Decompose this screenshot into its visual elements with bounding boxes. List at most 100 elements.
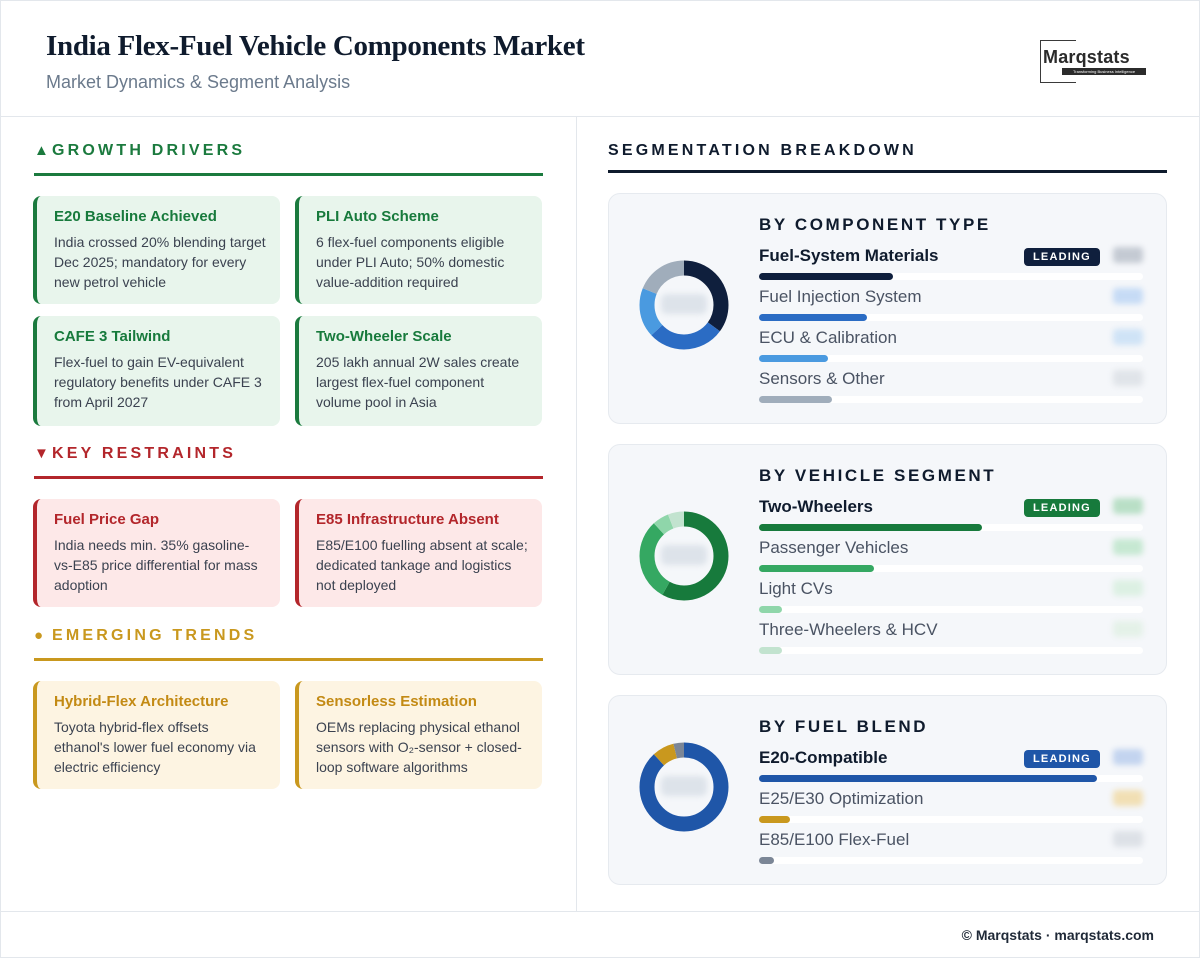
- logo-tagline: Transforming Business Intelligence: [1062, 68, 1146, 75]
- segment-track: [759, 524, 1143, 531]
- donut-slice: [639, 511, 729, 601]
- segment-value: [1113, 831, 1143, 847]
- donut-chart: [639, 742, 729, 837]
- donut-slice: [639, 260, 729, 350]
- segment-track: [759, 857, 1143, 864]
- logo-frame: [1040, 40, 1076, 83]
- donut-slice: [639, 511, 729, 601]
- card-title: CAFE 3 Tailwind: [54, 328, 171, 345]
- footer-credit: © Marqstats · marqstats.com: [961, 927, 1154, 943]
- segment-track: [759, 816, 1143, 823]
- circle-icon: ●: [34, 627, 44, 644]
- segment-label: Fuel-System Materials: [759, 246, 939, 265]
- segmentation-heading: SEGMENTATION BREAKDOWN: [608, 142, 917, 159]
- key-restraints-heading-text: KEY RESTRAINTS: [52, 445, 237, 462]
- card-body: 6 flex-fuel components eligible under PL…: [316, 234, 505, 290]
- column-divider: [576, 117, 577, 912]
- segment-track: [759, 565, 1143, 572]
- footer: © Marqstats · marqstats.com: [0, 911, 1200, 958]
- segment-fill: [759, 314, 867, 321]
- key-restraints-heading: ▼ KEY RESTRAINTS: [34, 445, 543, 463]
- segment-track: [759, 314, 1143, 321]
- segment-fill: [759, 355, 829, 362]
- segment-value: [1113, 790, 1143, 806]
- segment-track: [759, 647, 1143, 654]
- segment-value: [1113, 539, 1143, 555]
- donut-svg: [639, 742, 729, 832]
- component-type-panel: BY COMPONENT TYPE Fuel-System Materials …: [608, 193, 1167, 424]
- segment-track: [759, 273, 1143, 280]
- segment-fill: [759, 647, 783, 654]
- card-title: Sensorless Estimation: [316, 693, 477, 710]
- segment-track: [759, 775, 1143, 782]
- segment-label: ECU & Calibration: [759, 328, 897, 347]
- segment-fill: [759, 396, 832, 403]
- donut-chart: [639, 511, 729, 606]
- segment-value: [1113, 329, 1143, 345]
- growth-drivers-heading-text: GROWTH DRIVERS: [52, 142, 246, 159]
- logo-wordmark: Marqstats: [1043, 47, 1130, 67]
- header: India Flex-Fuel Vehicle Components Marke…: [0, 0, 1200, 117]
- segment-fill: [759, 857, 775, 864]
- key-restraints-rule: [34, 476, 543, 479]
- donut-center-value: [661, 294, 707, 314]
- leading-badge: LEADING: [1024, 750, 1100, 768]
- card-body: 205 lakh annual 2W sales create largest …: [316, 354, 520, 410]
- segment-fill: [759, 606, 783, 613]
- growth-drivers-rule: [34, 173, 543, 176]
- page-subtitle: Market Dynamics & Segment Analysis: [46, 72, 351, 92]
- card-body: OEMs replacing physical ethanol sensors …: [316, 719, 522, 775]
- segment-value: [1113, 370, 1143, 386]
- restraint-card: Fuel Price Gap India needs min. 35% gaso…: [33, 499, 280, 607]
- restraint-card: E85 Infrastructure Absent E85/E100 fuell…: [295, 499, 542, 607]
- segment-row: Passenger Vehicles: [759, 538, 1143, 579]
- card-title: PLI Auto Scheme: [316, 208, 439, 225]
- segment-label: Two-Wheelers: [759, 497, 873, 516]
- segment-label: Sensors & Other: [759, 369, 885, 388]
- segment-fill: [759, 816, 790, 823]
- trend-card: Sensorless Estimation OEMs replacing phy…: [295, 681, 542, 789]
- segment-fill: [759, 775, 1097, 782]
- segment-row: Two-Wheelers LEADING: [759, 497, 1143, 538]
- marqstats-logo: Marqstats Transforming Business Intellig…: [1040, 40, 1155, 83]
- up-triangle-icon: ▲: [34, 142, 49, 159]
- driver-card: CAFE 3 Tailwind Flex-fuel to gain EV-equ…: [33, 316, 280, 426]
- card-title: Hybrid-Flex Architecture: [54, 693, 229, 710]
- segment-label: Passenger Vehicles: [759, 538, 909, 557]
- segment-fill: [759, 273, 894, 280]
- segment-row: Fuel Injection System: [759, 287, 1143, 328]
- segment-row: Three-Wheelers & HCV: [759, 620, 1143, 661]
- segment-label: Light CVs: [759, 579, 833, 598]
- segment-row: Fuel-System Materials LEADING: [759, 246, 1143, 287]
- segment-row: E20-Compatible LEADING: [759, 748, 1143, 789]
- segment-value: [1113, 247, 1143, 263]
- segment-value: [1113, 288, 1143, 304]
- segment-label: E20-Compatible: [759, 748, 888, 767]
- card-title: E85 Infrastructure Absent: [316, 511, 499, 528]
- segment-row: ECU & Calibration: [759, 328, 1143, 369]
- donut-svg: [639, 260, 729, 350]
- donut-slice: [639, 260, 729, 350]
- segment-track: [759, 396, 1143, 403]
- segment-value: [1113, 621, 1143, 637]
- card-body: Toyota hybrid-flex offsets ethanol's low…: [54, 719, 256, 775]
- segment-label: E25/E30 Optimization: [759, 789, 924, 808]
- segmentation-rule: [608, 170, 1167, 173]
- trend-card: Hybrid-Flex Architecture Toyota hybrid-f…: [33, 681, 280, 789]
- panel-title: BY FUEL BLEND: [759, 717, 929, 736]
- card-title: Fuel Price Gap: [54, 511, 160, 528]
- card-body: India crossed 20% blending target Dec 20…: [54, 234, 266, 290]
- leading-badge: LEADING: [1024, 499, 1100, 517]
- donut-center-value: [661, 545, 707, 565]
- donut-slice: [639, 260, 729, 350]
- donut-slice: [639, 742, 729, 832]
- down-triangle-icon: ▼: [34, 445, 49, 462]
- growth-drivers-heading: ▲ GROWTH DRIVERS: [34, 142, 543, 160]
- driver-card: Two-Wheeler Scale 205 lakh annual 2W sal…: [295, 316, 542, 426]
- segment-row: E85/E100 Flex-Fuel: [759, 830, 1143, 871]
- segment-value: [1113, 580, 1143, 596]
- card-body: India needs min. 35% gasoline-vs-E85 pri…: [54, 537, 258, 593]
- segment-row: Light CVs: [759, 579, 1143, 620]
- driver-card: PLI Auto Scheme 6 flex-fuel components e…: [295, 196, 542, 304]
- page-title: India Flex-Fuel Vehicle Components Marke…: [46, 30, 585, 62]
